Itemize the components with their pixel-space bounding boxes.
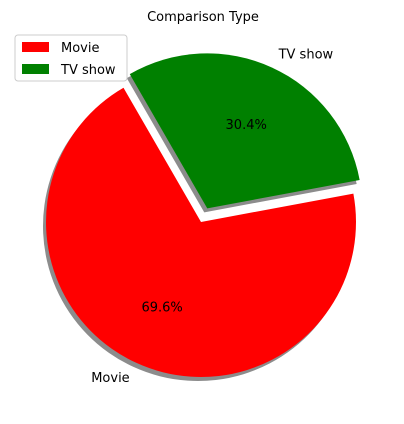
legend-swatch-tv-show (22, 64, 49, 74)
legend-swatch-movie (22, 42, 49, 52)
pie-slices (45, 53, 360, 378)
slice-label-tv-show: TV show (278, 48, 334, 63)
legend: Movie TV show (14, 34, 128, 82)
slice-label-movie: Movie (91, 371, 129, 386)
pie-slice-tv-show (129, 53, 360, 209)
legend-label-movie: Movie (61, 41, 99, 56)
pie-slice-movie (45, 87, 356, 378)
legend-label-tv-show: TV show (60, 63, 116, 78)
pie-labels: Movie 69.6% TV show 30.4% (91, 48, 333, 386)
slice-percent-movie: 69.6% (141, 301, 182, 316)
chart-title: Comparison Type (147, 10, 259, 25)
slice-percent-tv-show: 30.4% (226, 118, 267, 133)
